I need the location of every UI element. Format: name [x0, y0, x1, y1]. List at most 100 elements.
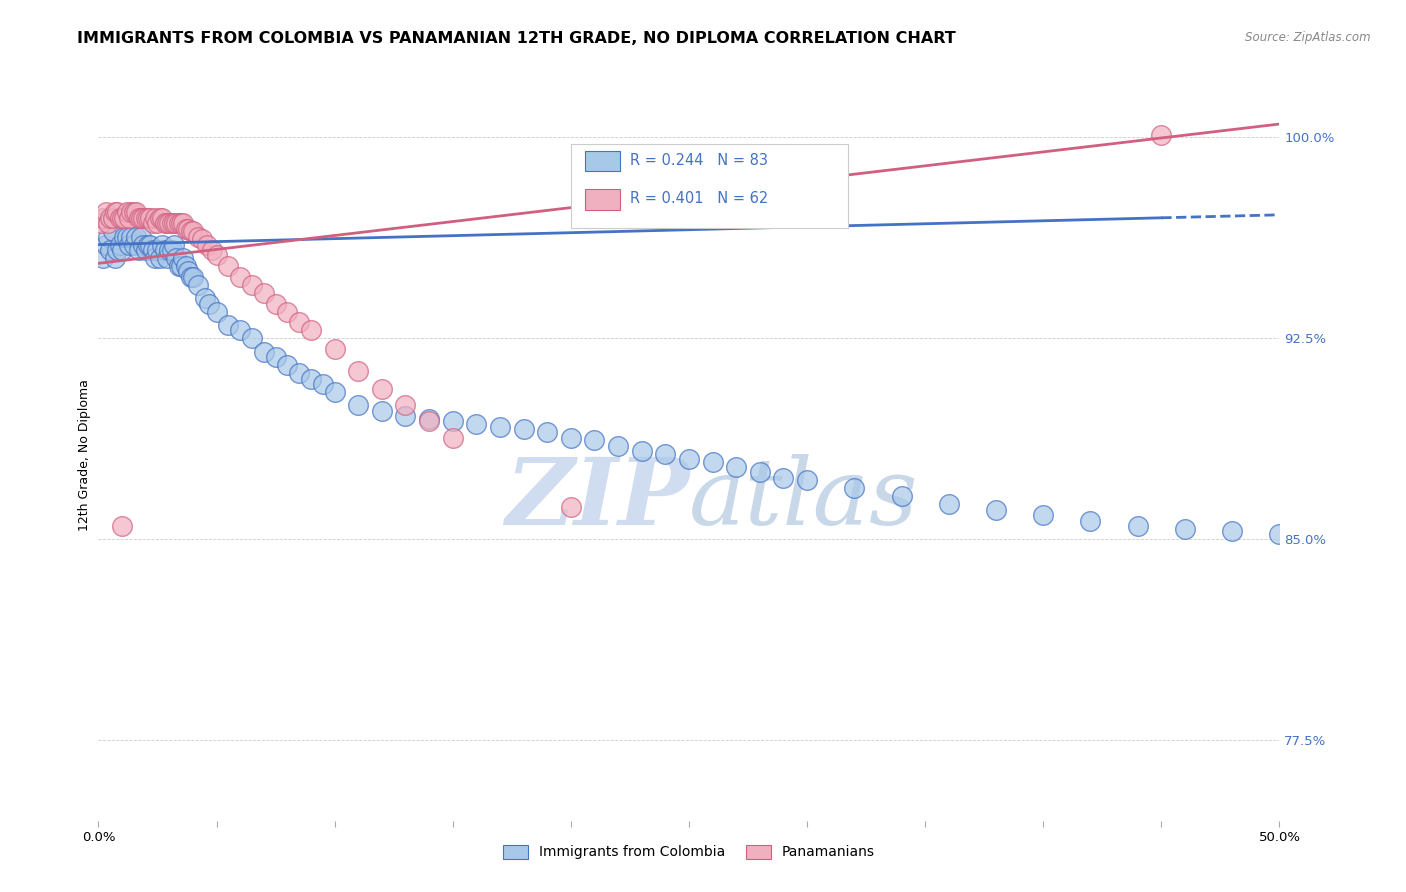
Point: [101, 224, 124, 238]
Point: [91, 251, 114, 265]
Point: [156, 216, 179, 230]
Point: [394, 398, 416, 412]
Point: [115, 205, 138, 219]
Point: [118, 211, 141, 225]
Point: [146, 216, 169, 230]
Point: [299, 371, 322, 385]
Point: [418, 411, 440, 425]
Point: [630, 443, 652, 458]
Point: [105, 243, 128, 257]
Point: [181, 224, 204, 238]
Point: [97, 229, 120, 244]
Point: [125, 205, 148, 219]
Point: [143, 251, 166, 265]
FancyBboxPatch shape: [585, 151, 620, 171]
Point: [163, 237, 186, 252]
Point: [122, 237, 145, 252]
Point: [163, 216, 186, 230]
Point: [323, 384, 346, 399]
Point: [135, 211, 157, 225]
Point: [205, 248, 228, 262]
Point: [160, 216, 183, 230]
Point: [181, 269, 204, 284]
Point: [1268, 527, 1291, 541]
Point: [288, 315, 311, 329]
Point: [157, 243, 180, 257]
Point: [205, 304, 228, 318]
Point: [441, 430, 464, 444]
Point: [167, 216, 190, 230]
Point: [149, 211, 172, 225]
Point: [844, 482, 866, 496]
Point: [1032, 508, 1054, 523]
Point: [371, 382, 394, 396]
Point: [132, 211, 155, 225]
Point: [135, 243, 157, 257]
Point: [264, 350, 287, 364]
Text: IMMIGRANTS FROM COLOMBIA VS PANAMANIAN 12TH GRADE, NO DIPLOMA CORRELATION CHART: IMMIGRANTS FROM COLOMBIA VS PANAMANIAN 1…: [77, 31, 956, 46]
Point: [142, 216, 165, 230]
Point: [165, 251, 187, 265]
Point: [172, 251, 194, 265]
Point: [139, 211, 162, 225]
Point: [217, 318, 239, 332]
Point: [191, 232, 214, 246]
Point: [97, 216, 120, 230]
Point: [938, 498, 960, 512]
Point: [105, 205, 128, 219]
Point: [180, 224, 202, 238]
Point: [98, 211, 121, 225]
Point: [1080, 514, 1102, 528]
Point: [165, 216, 187, 230]
Point: [1150, 128, 1173, 142]
Point: [170, 216, 193, 230]
Point: [111, 243, 134, 257]
Point: [347, 363, 370, 377]
Point: [108, 211, 131, 225]
Point: [177, 221, 200, 235]
Point: [299, 323, 322, 337]
Point: [264, 296, 287, 310]
Point: [153, 216, 176, 230]
Point: [91, 211, 114, 225]
Point: [394, 409, 416, 423]
Point: [111, 211, 134, 225]
Point: [94, 237, 117, 252]
Point: [129, 229, 152, 244]
Point: [170, 259, 193, 273]
Point: [276, 358, 298, 372]
Point: [253, 344, 276, 359]
Point: [198, 296, 221, 310]
Point: [167, 259, 190, 273]
Point: [441, 414, 464, 428]
Text: atlas: atlas: [689, 454, 918, 544]
Point: [187, 229, 209, 244]
Point: [678, 452, 700, 467]
Point: [276, 304, 298, 318]
Point: [1174, 522, 1197, 536]
Point: [108, 237, 131, 252]
Point: [121, 205, 143, 219]
Point: [560, 500, 582, 515]
Text: R = 0.244   N = 83: R = 0.244 N = 83: [630, 153, 768, 169]
Point: [654, 446, 676, 460]
Point: [371, 403, 394, 417]
Text: R = 0.401   N = 62: R = 0.401 N = 62: [630, 192, 768, 206]
Point: [323, 342, 346, 356]
Point: [229, 323, 252, 337]
Point: [150, 211, 173, 225]
FancyBboxPatch shape: [571, 144, 848, 228]
Point: [129, 211, 152, 225]
Text: Source: ZipAtlas.com: Source: ZipAtlas.com: [1246, 31, 1371, 45]
Point: [890, 490, 912, 504]
Legend: Immigrants from Colombia, Panamanians: Immigrants from Colombia, Panamanians: [498, 839, 880, 865]
Point: [748, 466, 770, 480]
Point: [288, 366, 311, 380]
Point: [725, 460, 748, 475]
Point: [772, 471, 794, 485]
Y-axis label: 12th Grade, No Diploma: 12th Grade, No Diploma: [79, 379, 91, 531]
Point: [796, 474, 818, 488]
Point: [512, 422, 534, 436]
Point: [128, 211, 150, 225]
Point: [187, 277, 209, 292]
